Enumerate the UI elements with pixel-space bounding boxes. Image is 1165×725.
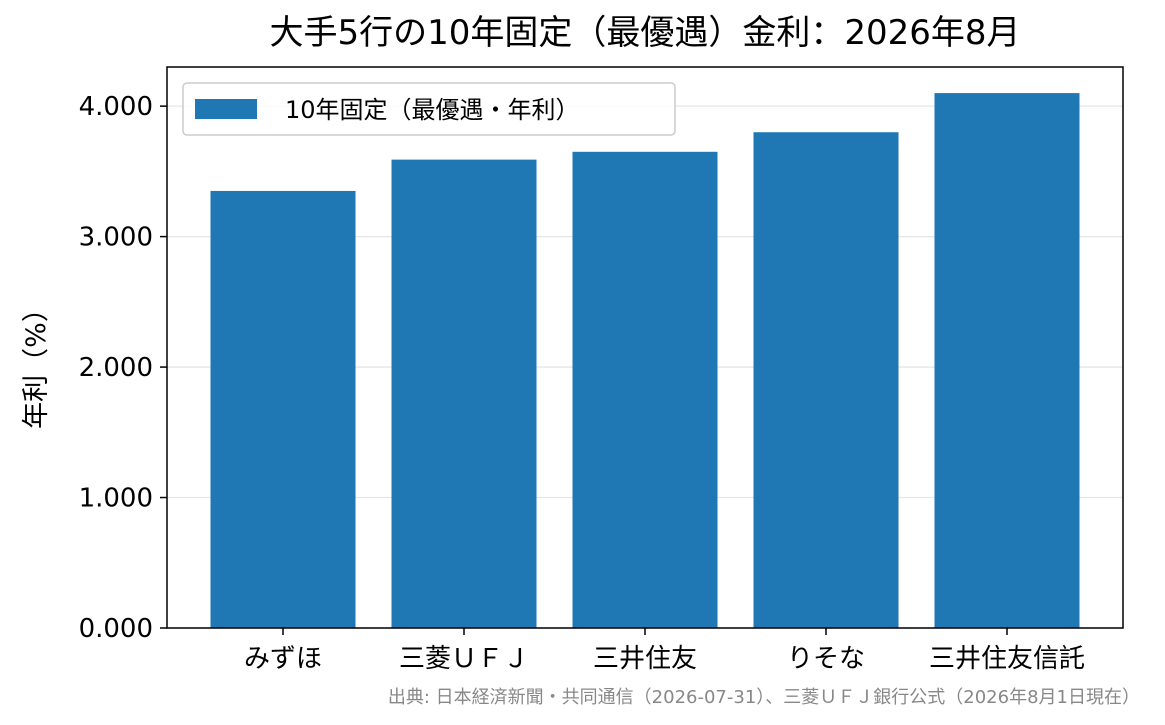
y-tick-label: 2.000: [79, 353, 153, 383]
x-tick-label: みずほ: [244, 644, 322, 674]
legend-label: 10年固定（最優遇・年利）: [285, 96, 580, 124]
y-tick-label: 4.000: [79, 92, 153, 122]
bar: [753, 132, 899, 629]
legend: 10年固定（最優遇・年利）: [182, 82, 676, 136]
source-note: 出典: 日本経済新聞・共同通信（2026-07-31）、三菱ＵＦＪ銀行公式（20…: [388, 687, 1140, 708]
x-tick-label: 三井住友信託: [929, 644, 1085, 674]
legend-swatch: [195, 99, 257, 119]
x-tick-label: 三井住友: [593, 644, 697, 674]
bar: [934, 93, 1080, 629]
x-tick-label: 三菱ＵＦＪ: [399, 644, 529, 674]
chart-title: 大手5行の10年固定（最優遇）金利：2026年8月: [269, 13, 1020, 53]
y-axis-label: 年利（%）: [21, 295, 52, 429]
y-tick-label: 3.000: [79, 223, 153, 253]
bars: [210, 93, 1080, 629]
y-tick-label: 0.000: [79, 614, 153, 644]
x-axis: みずほ 三菱ＵＦＪ 三井住友 りそな 三井住友信託: [244, 628, 1085, 674]
y-axis: 0.000 1.000 2.000 3.000 4.000: [79, 92, 167, 644]
y-tick-label: 1.000: [79, 484, 153, 514]
bar: [572, 151, 718, 629]
bar: [210, 190, 356, 628]
x-tick-label: りそな: [787, 644, 865, 674]
bar: [391, 159, 537, 628]
legend-frame: [182, 82, 676, 136]
